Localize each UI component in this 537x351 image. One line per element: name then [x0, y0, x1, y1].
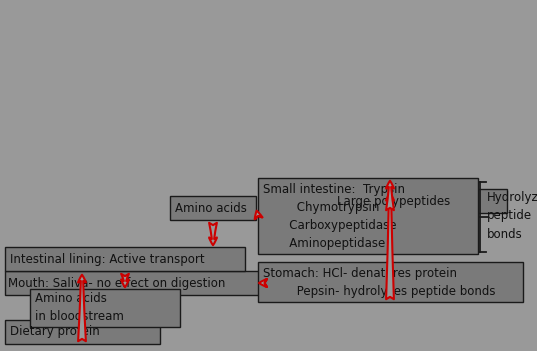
FancyBboxPatch shape — [5, 271, 262, 295]
Text: Small intestine:  Trypsin
         Chymotrypsin
       Carboxypeptidase
       A: Small intestine: Trypsin Chymotrypsin Ca… — [263, 183, 405, 250]
Text: Amino acids: Amino acids — [175, 201, 247, 214]
FancyBboxPatch shape — [258, 178, 478, 254]
FancyBboxPatch shape — [332, 189, 507, 213]
FancyBboxPatch shape — [5, 320, 160, 344]
Text: Stomach: HCl- denatures protein
         Pepsin- hydrolyzes peptide bonds: Stomach: HCl- denatures protein Pepsin- … — [263, 266, 496, 298]
Text: Intestinal lining: Active transport: Intestinal lining: Active transport — [10, 252, 205, 265]
Text: Mouth: Saliva- no effect on digestion: Mouth: Saliva- no effect on digestion — [8, 277, 226, 290]
Text: Large polypeptides: Large polypeptides — [337, 194, 450, 207]
FancyBboxPatch shape — [258, 262, 523, 302]
Text: Dietary protein: Dietary protein — [10, 325, 100, 338]
FancyBboxPatch shape — [5, 247, 245, 271]
Text: Hydrolyze
peptide
bonds: Hydrolyze peptide bonds — [487, 192, 537, 240]
Text: Amino acids
in bloodstream: Amino acids in bloodstream — [35, 292, 124, 324]
FancyBboxPatch shape — [30, 289, 180, 327]
FancyBboxPatch shape — [170, 196, 256, 220]
